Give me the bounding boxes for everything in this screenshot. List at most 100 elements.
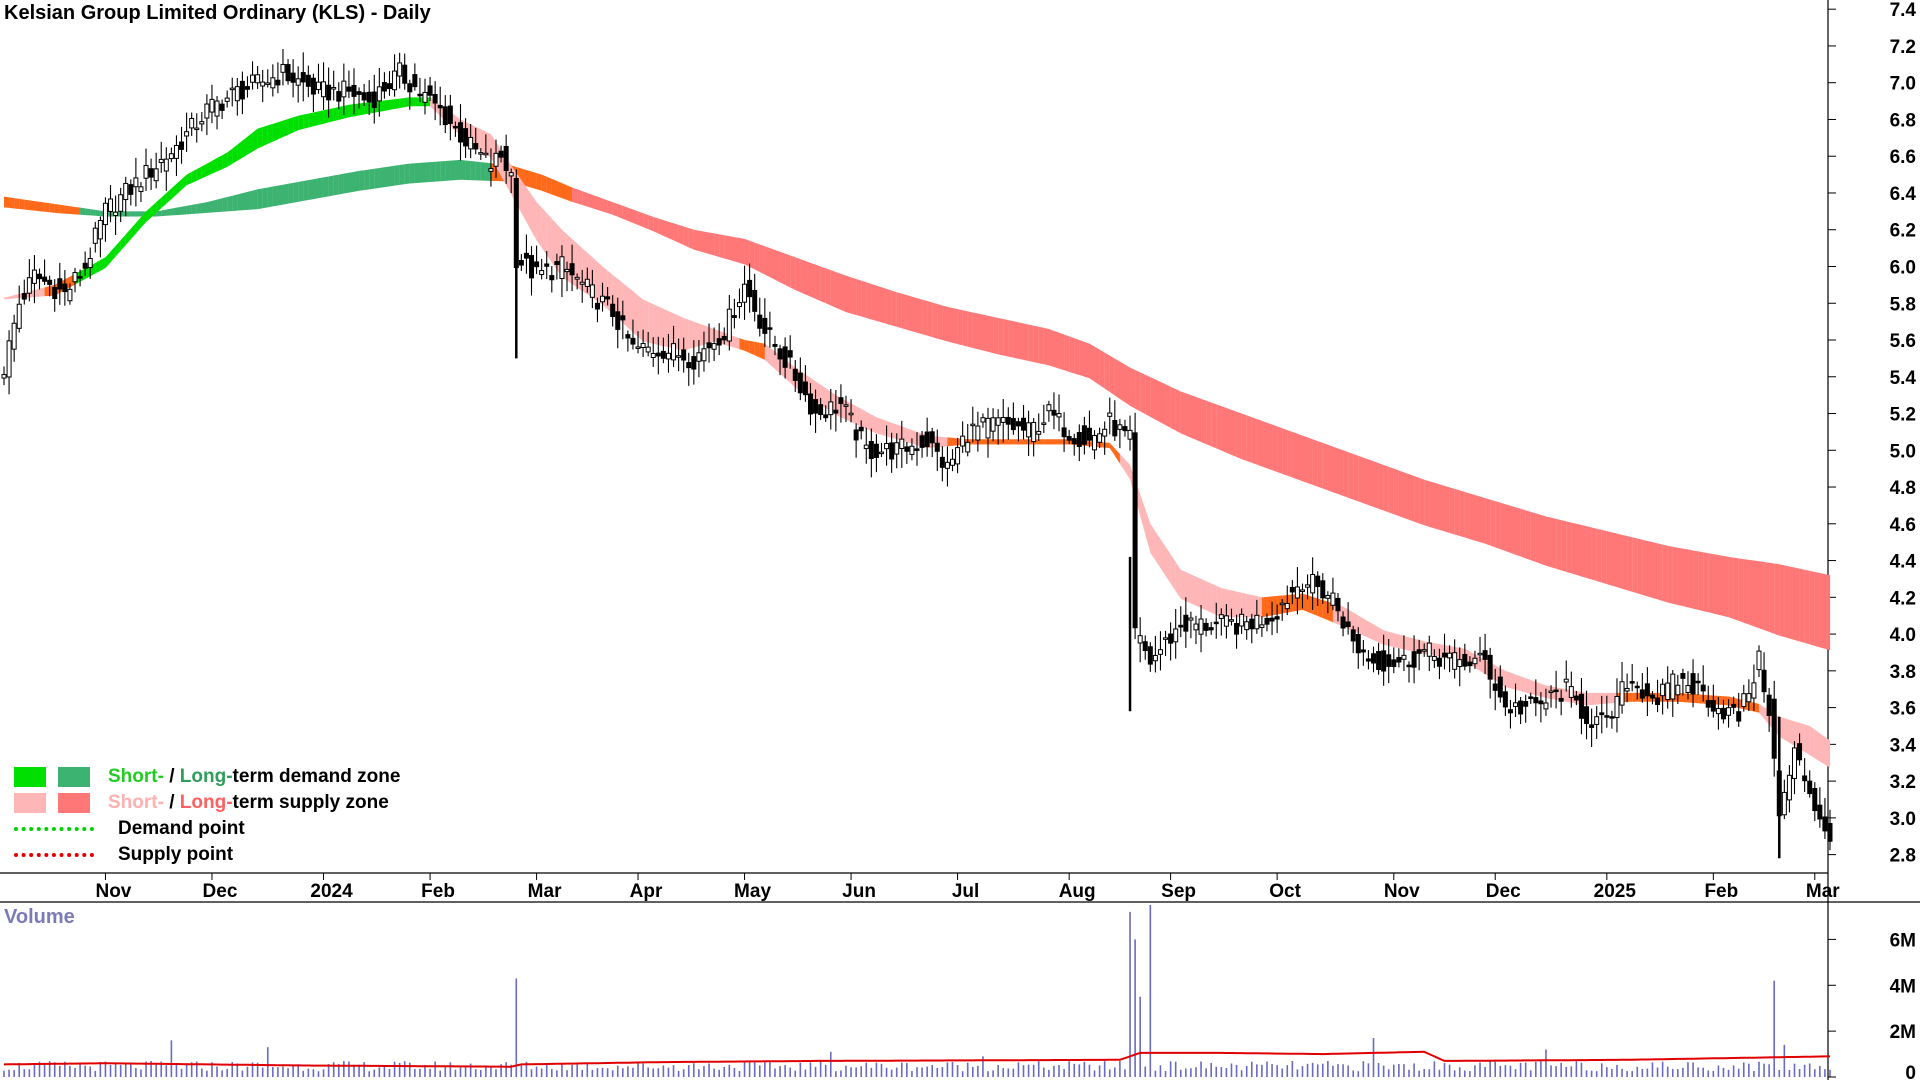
long-term-zone-segment [1241,413,1247,461]
y-tick-label: 6.6 [1890,147,1916,168]
candle-body [244,86,250,90]
long-term-zone-segment [1784,565,1790,639]
candle-body [57,278,63,290]
short-term-zone-segment [622,283,628,328]
candle-body [1665,682,1671,701]
candle-body [584,278,590,287]
long-term-zone-segment [597,196,603,212]
candle-body [1457,659,1463,668]
candle-body [77,276,83,279]
short-term-zone-segment [866,411,872,432]
long-term-zone-segment [1586,526,1592,580]
candle-body [569,263,575,276]
candle-body [1284,602,1290,610]
candle-body [1584,706,1590,725]
candle-body [1249,618,1255,630]
candle-body [123,182,129,201]
candle-body [701,348,707,362]
long-term-zone-segment [1556,518,1562,571]
long-term-zone-segment [693,229,699,252]
candle-body [1021,417,1027,431]
long-term-zone-segment [648,215,654,232]
candle-body [290,72,296,83]
candle-body [853,429,859,441]
candle-body [1254,614,1260,630]
candle-body [792,368,798,381]
long-term-zone-segment [1292,431,1298,480]
long-term-zone-segment [1459,490,1465,538]
candle-body [447,105,453,124]
x-tick-label: Jun [842,881,876,902]
long-term-zone-segment [135,211,142,217]
long-term-zone-segment [1140,372,1146,415]
short-term-zone-segment [1779,716,1785,740]
long-term-zone-segment [130,211,136,217]
candle-body [686,362,692,369]
candle-body [594,302,600,310]
long-term-zone-segment [780,251,786,285]
short-term-zone-segment [1150,523,1156,561]
candle-body [219,103,225,111]
long-term-zone-segment [972,312,978,350]
long-term-zone-segment [237,193,243,211]
candle-body [1634,685,1640,689]
long-term-zone-segment [1287,430,1293,478]
candle-body [1644,683,1650,697]
short-term-zone-segment [480,129,486,155]
long-term-zone-segment [1079,340,1085,377]
x-tick-label: Dec [203,881,238,902]
long-term-zone-segment [4,196,10,208]
long-term-zone-segment [567,185,573,202]
long-term-zone-segment [1606,531,1612,586]
short-term-zone-segment [678,315,684,351]
demand-point-marker [14,827,94,831]
long-term-zone-segment [465,160,471,181]
candle-body [356,91,362,95]
long-term-zone-segment [1439,484,1445,532]
long-term-zone-segment [379,167,385,188]
candle-body [1771,698,1777,759]
y-tick-label: 6.8 [1890,110,1916,131]
long-term-zone-segment [430,161,436,182]
long-term-zone-segment [1033,325,1039,364]
candle-body [868,441,874,459]
candle-body [1396,657,1402,663]
long-term-zone-segment [171,207,177,216]
short-term-zone-segment [1261,596,1268,618]
short-term-zone-segment [1119,453,1126,472]
x-tick-label: 2025 [1594,881,1637,902]
long-term-zone-segment [1469,493,1476,541]
short-term-zone-segment [1124,459,1131,480]
candle-body [1487,654,1493,680]
long-term-zone-segment [643,213,649,230]
long-term-zone-segment [1317,441,1323,489]
long-term-zone-segment [176,206,182,216]
candle-body [1340,616,1346,629]
candle-body [1690,673,1696,695]
long-term-zone-segment [800,259,806,295]
long-term-zone-segment [75,206,81,215]
candle-body [574,276,580,280]
long-term-zone-segment [1312,439,1318,487]
candle-body [1325,595,1331,599]
long-term-zone-segment [1003,319,1009,357]
long-term-zone-segment [384,166,390,188]
long-term-zone-segment [181,205,187,215]
candle-body [863,444,869,450]
candle-body [376,86,382,102]
short-term-zone-segment [648,301,654,344]
candle-body [133,177,139,188]
legend-supply-zone: Short- / Long-term supply zone [14,790,400,816]
candle-body [1330,592,1336,606]
candle-body [1127,429,1133,440]
long-term-zone-segment [1180,391,1186,436]
short-term-zone-segment [414,97,421,107]
long-term-zone-segment [901,293,907,330]
long-term-zone-segment [49,203,55,213]
short-term-zone-segment [886,420,892,438]
long-term-zone-segment [1662,544,1668,603]
long-term-zone-segment [937,303,943,341]
long-term-zone-segment [1124,364,1131,406]
candle-body [1589,724,1595,728]
